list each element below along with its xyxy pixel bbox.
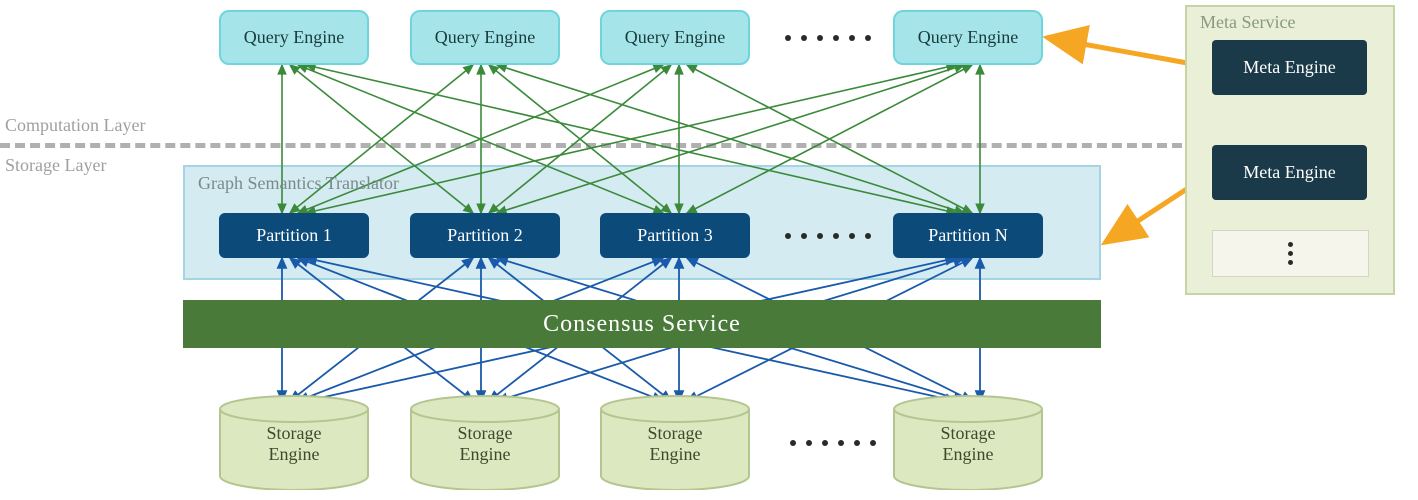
meta-engine-box: Meta Engine bbox=[1212, 145, 1367, 200]
storage-engine-label: Storage Engine bbox=[893, 423, 1043, 465]
storage-layer-label: Storage Layer bbox=[5, 155, 106, 176]
meta-service-label: Meta Service bbox=[1200, 12, 1295, 33]
storage-engine-cylinder: Storage Engine bbox=[219, 395, 369, 490]
meta-engine-label: Meta Engine bbox=[1243, 57, 1335, 78]
partition-box: Partition 3 bbox=[600, 213, 750, 258]
partition-label: Partition 3 bbox=[637, 225, 713, 246]
query-engine-label: Query Engine bbox=[625, 27, 725, 48]
partition-box: Partition 1 bbox=[219, 213, 369, 258]
ellipsis-icon bbox=[785, 233, 871, 239]
meta-engine-more-icon bbox=[1212, 230, 1369, 277]
meta-engine-box: Meta Engine bbox=[1212, 40, 1367, 95]
partition-label: Partition 2 bbox=[447, 225, 523, 246]
query-engine-label: Query Engine bbox=[244, 27, 344, 48]
meta-engine-label: Meta Engine bbox=[1243, 162, 1335, 183]
ellipsis-icon bbox=[790, 440, 876, 446]
partition-box: Partition 2 bbox=[410, 213, 560, 258]
storage-engine-cylinder: Storage Engine bbox=[600, 395, 750, 490]
storage-engine-cylinder: Storage Engine bbox=[893, 395, 1043, 490]
layer-divider bbox=[0, 143, 1182, 148]
storage-engine-label: Storage Engine bbox=[600, 423, 750, 465]
query-engine-label: Query Engine bbox=[918, 27, 1018, 48]
query-engine-box: Query Engine bbox=[893, 10, 1043, 65]
consensus-service-label: Consensus Service bbox=[543, 311, 741, 338]
ellipsis-icon bbox=[785, 35, 871, 41]
query-engine-box: Query Engine bbox=[410, 10, 560, 65]
storage-engine-label: Storage Engine bbox=[410, 423, 560, 465]
query-engine-box: Query Engine bbox=[219, 10, 369, 65]
query-engine-box: Query Engine bbox=[600, 10, 750, 65]
partition-box: Partition N bbox=[893, 213, 1043, 258]
consensus-service-box: Consensus Service bbox=[183, 300, 1101, 348]
partition-label: Partition 1 bbox=[256, 225, 332, 246]
partition-label: Partition N bbox=[928, 225, 1008, 246]
computation-layer-label: Computation Layer bbox=[5, 115, 145, 136]
storage-engine-cylinder: Storage Engine bbox=[410, 395, 560, 490]
query-engine-label: Query Engine bbox=[435, 27, 535, 48]
storage-engine-label: Storage Engine bbox=[219, 423, 369, 465]
graph-semantics-translator-label: Graph Semantics Translator bbox=[198, 173, 399, 194]
